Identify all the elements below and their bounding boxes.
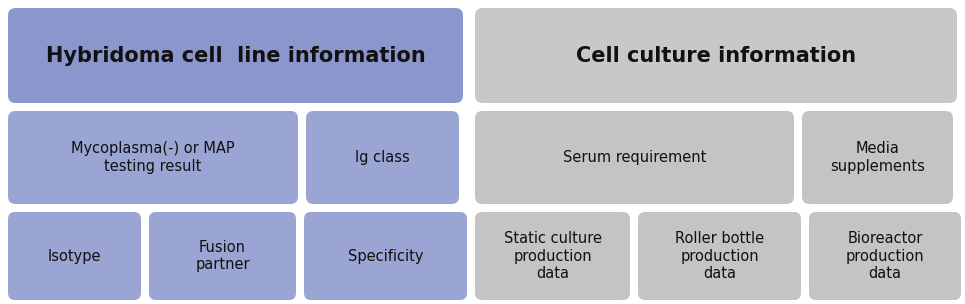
FancyBboxPatch shape [809, 212, 961, 300]
Text: Serum requirement: Serum requirement [563, 150, 706, 165]
FancyBboxPatch shape [475, 111, 794, 204]
FancyBboxPatch shape [8, 8, 463, 103]
Text: Hybridoma cell  line information: Hybridoma cell line information [45, 46, 426, 65]
Text: Roller bottle
production
data: Roller bottle production data [675, 231, 764, 281]
Text: Isotype: Isotype [47, 248, 101, 264]
FancyBboxPatch shape [8, 111, 298, 204]
FancyBboxPatch shape [802, 111, 953, 204]
FancyBboxPatch shape [149, 212, 296, 300]
FancyBboxPatch shape [8, 212, 141, 300]
Text: Mycoplasma(-) or MAP
testing result: Mycoplasma(-) or MAP testing result [71, 141, 234, 174]
FancyBboxPatch shape [304, 212, 467, 300]
FancyBboxPatch shape [638, 212, 801, 300]
FancyBboxPatch shape [306, 111, 459, 204]
Text: Static culture
production
data: Static culture production data [504, 231, 601, 281]
Text: Fusion
partner: Fusion partner [195, 240, 250, 272]
Text: Ig class: Ig class [355, 150, 410, 165]
Text: Specificity: Specificity [347, 248, 424, 264]
Text: Cell culture information: Cell culture information [576, 46, 856, 65]
Text: Bioreactor
production
data: Bioreactor production data [845, 231, 924, 281]
FancyBboxPatch shape [475, 212, 630, 300]
FancyBboxPatch shape [475, 8, 957, 103]
Text: Media
supplements: Media supplements [830, 141, 924, 174]
